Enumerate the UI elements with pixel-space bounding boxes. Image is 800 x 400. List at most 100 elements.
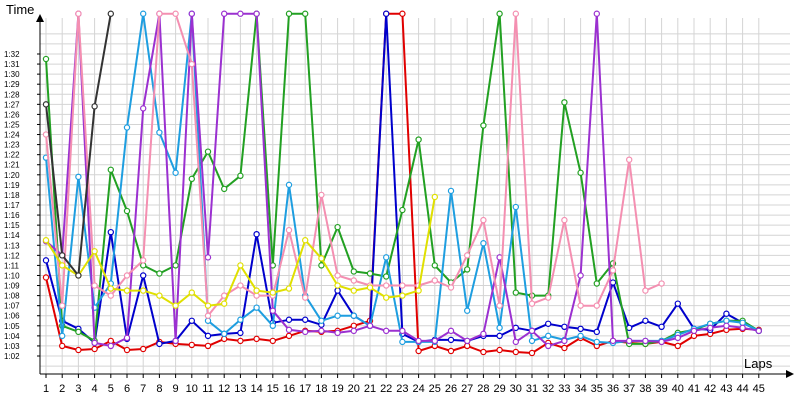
y-tick-label: 1:11	[4, 261, 20, 270]
y-tick-label: 1:26	[4, 110, 20, 119]
x-tick-label: 27	[461, 383, 473, 395]
data-point	[75, 346, 82, 354]
data-point	[642, 337, 649, 345]
data-point	[464, 266, 471, 273]
data-point	[561, 344, 568, 352]
data-point	[723, 310, 730, 317]
data-point	[285, 181, 293, 189]
data-point	[220, 10, 228, 17]
data-point	[464, 337, 471, 345]
data-point	[512, 203, 520, 211]
data-point	[107, 10, 115, 17]
data-point	[204, 317, 212, 324]
data-point	[302, 328, 309, 336]
y-tick-label: 1:15	[4, 221, 20, 230]
y-tick-label: 1:14	[4, 231, 20, 240]
data-point	[642, 317, 649, 324]
data-point	[366, 270, 374, 277]
data-point	[59, 252, 66, 259]
data-point	[415, 287, 422, 294]
data-point	[431, 337, 438, 345]
data-point	[269, 307, 276, 314]
data-point	[91, 248, 98, 255]
data-point	[188, 289, 195, 296]
data-point	[237, 262, 244, 269]
data-point	[447, 284, 455, 291]
data-point	[431, 193, 438, 201]
data-point	[350, 287, 357, 294]
data-point	[464, 307, 471, 314]
data-point	[302, 316, 309, 323]
x-tick-label: 9	[173, 383, 179, 395]
data-point	[285, 226, 293, 234]
data-point	[447, 347, 455, 355]
x-tick-label: 25	[429, 383, 441, 395]
x-tick-label: 43	[720, 383, 732, 395]
x-tick-label: 38	[639, 383, 651, 395]
data-point	[42, 257, 50, 264]
data-point	[496, 332, 503, 340]
data-point	[561, 216, 568, 224]
data-point	[399, 338, 406, 346]
data-point	[59, 332, 66, 340]
x-tick-label: 36	[607, 383, 619, 395]
data-point	[674, 334, 682, 342]
data-point	[107, 292, 115, 299]
data-point	[237, 337, 244, 345]
data-point	[318, 255, 325, 262]
data-point	[107, 337, 115, 345]
data-point	[577, 332, 584, 340]
data-point	[415, 347, 422, 355]
data-point	[512, 10, 520, 17]
data-point	[593, 280, 601, 287]
data-point	[139, 262, 147, 269]
y-tick-label: 1:28	[4, 90, 20, 99]
series-7	[42, 193, 438, 309]
data-point	[609, 267, 617, 274]
y-tick-label: 1:02	[4, 352, 20, 361]
data-point	[91, 282, 98, 289]
data-point	[707, 324, 714, 332]
data-point	[577, 169, 584, 176]
y-tick-label: 1:30	[4, 70, 20, 79]
data-point	[172, 262, 179, 269]
data-point	[674, 342, 682, 350]
x-tick-label: 30	[510, 383, 522, 395]
data-point	[253, 304, 260, 311]
data-point	[690, 332, 698, 340]
x-axis-title: Laps	[744, 356, 773, 371]
data-point	[512, 348, 520, 356]
data-point	[512, 289, 520, 296]
data-point	[739, 324, 746, 332]
y-tick-label: 1:31	[4, 60, 20, 69]
y-tick-label: 1:24	[4, 131, 20, 140]
data-point	[431, 277, 438, 284]
data-point	[399, 327, 406, 335]
data-point	[220, 330, 228, 338]
data-point	[415, 136, 422, 143]
data-point	[723, 322, 730, 329]
y-axis-title: Time	[6, 2, 34, 17]
x-tick-label: 19	[331, 383, 343, 395]
data-point	[512, 338, 520, 346]
data-point	[464, 252, 471, 259]
data-point	[723, 317, 730, 324]
data-point	[220, 300, 228, 307]
data-point	[156, 292, 163, 299]
x-tick-label: 37	[623, 383, 635, 395]
data-point	[350, 268, 357, 275]
x-tick-label: 2	[59, 383, 65, 395]
data-point	[42, 274, 50, 281]
data-point	[383, 273, 390, 280]
data-point	[626, 337, 633, 345]
y-tick-label: 1:20	[4, 171, 20, 180]
x-tick-label: 45	[753, 383, 765, 395]
x-tick-label: 1	[43, 383, 49, 395]
data-point	[204, 332, 212, 340]
data-point	[285, 332, 293, 340]
data-point	[156, 270, 163, 277]
x-tick-label: 3	[75, 383, 81, 395]
data-point	[609, 337, 617, 345]
data-point	[123, 124, 131, 131]
x-tick-label: 12	[218, 383, 230, 395]
